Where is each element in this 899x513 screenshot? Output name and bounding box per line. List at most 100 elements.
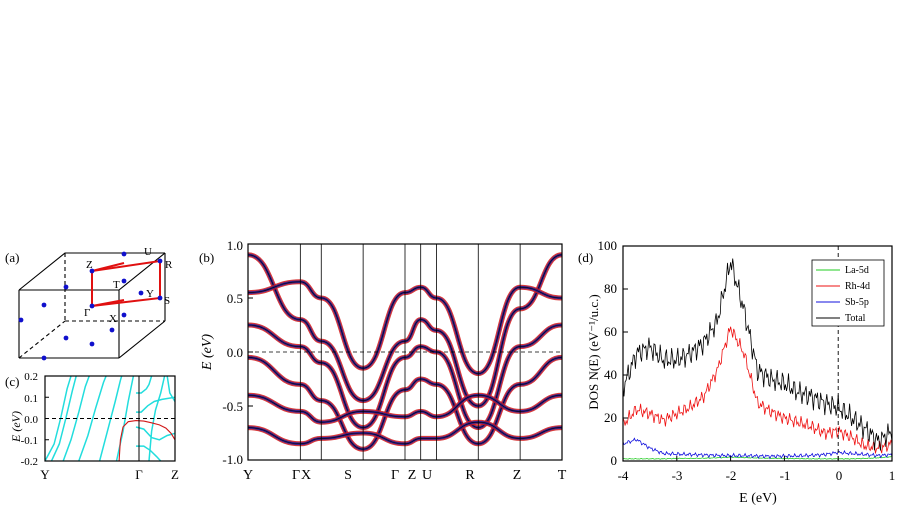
- c-ytick: -0.2: [21, 456, 38, 468]
- bz-box-edge: [118, 252, 166, 291]
- bz-point: [157, 295, 163, 301]
- band-line: [248, 281, 562, 374]
- panel-b-xticks: Y Γ X S Γ Z U R Z T: [243, 468, 567, 483]
- d-xtick: -4: [618, 468, 629, 483]
- panel-c-ylabel: E (eV): [9, 411, 23, 443]
- band-line: [136, 396, 175, 413]
- bz-point: [63, 335, 69, 341]
- b-xtick: X: [301, 468, 311, 483]
- dos-group: [623, 258, 892, 460]
- panel-d-xticks: -4 -3 -2 -1 0 1: [618, 468, 896, 483]
- bz-label-X: X: [109, 313, 117, 325]
- bz-point: [109, 327, 115, 333]
- band-line: [136, 445, 162, 461]
- d-ytick: 0: [611, 453, 618, 468]
- bz-hidden-edge: [18, 320, 66, 359]
- panel-c-yticks: 0.2 0.1 0.0 -0.1 -0.2: [21, 371, 39, 468]
- panel-b-ylabel: E (eV): [200, 334, 215, 371]
- bz-point: [121, 251, 127, 257]
- d-xtick: 1: [889, 468, 896, 483]
- c-ytick: 0.1: [24, 393, 38, 405]
- panel-b-yticks: 1.0 0.5 0.0 -0.5 -1.0: [222, 238, 243, 467]
- d-xtick: -2: [726, 468, 737, 483]
- b-xtick: S: [344, 468, 352, 483]
- b-ytick: -1.0: [222, 452, 243, 467]
- b-xtick: Z: [513, 468, 522, 483]
- d-ytick: 40: [604, 367, 617, 382]
- legend-label-la: La-5d: [845, 265, 869, 276]
- b-xtick: Z: [408, 468, 417, 483]
- b-xtick: U: [422, 468, 432, 483]
- band-line: [248, 421, 562, 445]
- d-ytick: 80: [604, 281, 617, 296]
- bz-point: [89, 303, 95, 309]
- b-ytick: 1.0: [227, 238, 243, 253]
- bz-point: [121, 312, 127, 318]
- d-ytick: 60: [604, 324, 617, 339]
- legend-label-total: Total: [845, 313, 866, 324]
- panel-c-xticks: Y Γ Z: [40, 467, 179, 482]
- panel-d-ylabel: DOS N(E) (eV⁻¹/u.c.): [586, 294, 601, 409]
- bz-point: [41, 302, 47, 308]
- panel-c-label: (c): [5, 374, 19, 389]
- c-ytick: -0.1: [21, 435, 38, 447]
- bz-point: [121, 278, 127, 284]
- bz-point: [89, 341, 95, 347]
- b-xtick: T: [558, 468, 567, 483]
- b-ytick: 0.0: [227, 345, 243, 360]
- bz-label-T: T: [113, 279, 120, 291]
- d-ytick: 100: [598, 238, 618, 253]
- b-ytick: -0.5: [222, 399, 243, 414]
- c-xtick: Z: [171, 467, 179, 482]
- dos-line: [623, 326, 892, 454]
- band-line: [166, 376, 175, 402]
- panel-c-plot: [44, 375, 176, 462]
- dos-line: [623, 456, 892, 460]
- panel-a: (a): [5, 246, 173, 361]
- band-line: [118, 420, 175, 461]
- band-line: [62, 376, 90, 461]
- b-ytick: 0.5: [227, 291, 243, 306]
- band-line: [248, 394, 562, 423]
- bz-label-Z: Z: [86, 259, 93, 271]
- dos-line: [623, 258, 892, 451]
- bz-label-Y: Y: [146, 288, 154, 300]
- panel-c: (c) E (eV) 0.2 0.1 0.0 -0.1 -0.2 Y Γ Z: [5, 371, 179, 482]
- bz-point: [89, 268, 95, 274]
- legend-label-rh: Rh-4d: [845, 281, 870, 292]
- panel-b-label: (b): [199, 250, 214, 265]
- bz-point: [138, 290, 144, 296]
- d-xtick: -3: [672, 468, 683, 483]
- wedge-path: [91, 299, 125, 307]
- band-line: [148, 376, 166, 461]
- band-line: [248, 254, 562, 407]
- wedge-path: [91, 262, 125, 272]
- panel-d-label: (d): [578, 250, 593, 265]
- b-xtick: Γ: [292, 468, 300, 483]
- band-line: [78, 376, 107, 461]
- c-ytick: 0.0: [24, 414, 38, 426]
- panel-d-plot: [622, 245, 893, 462]
- bz-box: [18, 252, 166, 359]
- b-xtick: Y: [243, 468, 253, 483]
- panel-a-label: (a): [5, 250, 19, 265]
- plot-frame: [622, 245, 893, 462]
- bz-label-U: U: [144, 246, 152, 258]
- bz-box-edge: [118, 320, 166, 359]
- panel-d: (d) DOS N(E) (eV⁻¹/u.c.) E (eV) 0 20 40 …: [578, 238, 895, 506]
- band-line: [98, 376, 123, 461]
- bz-point: [18, 317, 24, 323]
- bz-label-Gamma: Γ: [84, 307, 90, 319]
- d-ytick: 20: [604, 410, 617, 425]
- d-xtick: -1: [780, 468, 791, 483]
- band-line: [136, 376, 153, 394]
- legend-label-sb: Sb-5p: [845, 297, 869, 308]
- c-ytick: 0.2: [24, 371, 38, 383]
- b-xtick: R: [465, 468, 475, 483]
- bz-labels: U R Z T Y S Γ X: [84, 246, 173, 325]
- dos-legend: La-5d Rh-4d Sb-5p Total: [811, 259, 885, 327]
- band-line: [50, 376, 77, 461]
- band-line: [248, 357, 562, 450]
- c-xtick: Y: [40, 467, 50, 482]
